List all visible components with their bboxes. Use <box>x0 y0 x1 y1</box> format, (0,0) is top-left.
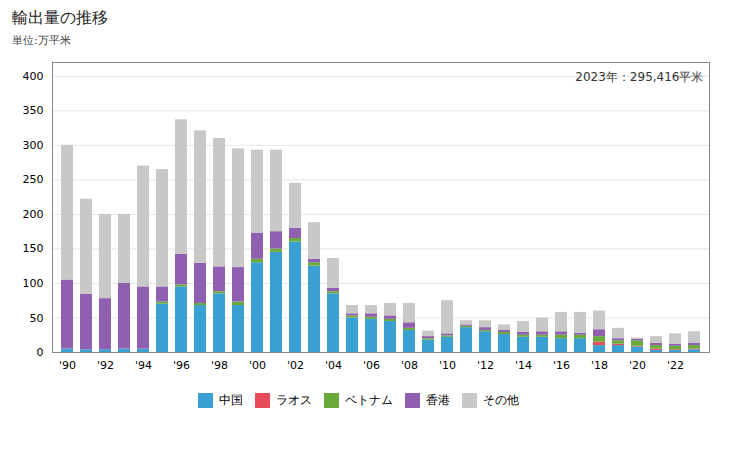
svg-text:'14: '14 <box>515 359 532 372</box>
svg-text:300: 300 <box>23 139 44 152</box>
html-text:ベトナム: ベトナム <box>345 393 393 407</box>
html-text:単位:万平米: 単位:万平米 <box>12 34 71 47</box>
svg-text:'98: '98 <box>211 359 228 372</box>
svg-text:'20: '20 <box>629 359 646 372</box>
svg-text:150: 150 <box>23 242 44 255</box>
svg-text:2023年：295,416平米: 2023年：295,416平米 <box>575 70 703 84</box>
svg-text:'18: '18 <box>591 359 608 372</box>
svg-text:'08: '08 <box>401 359 418 372</box>
svg-text:'22: '22 <box>667 359 684 372</box>
html-text:その他: その他 <box>483 393 519 407</box>
html-text:香港: 香港 <box>426 393 450 407</box>
svg-text:250: 250 <box>23 173 44 186</box>
svg-text:400: 400 <box>23 70 44 83</box>
svg-text:'90: '90 <box>59 359 76 372</box>
svg-text:100: 100 <box>23 277 44 290</box>
svg-text:'96: '96 <box>173 359 190 372</box>
svg-text:350: 350 <box>23 104 44 117</box>
svg-text:'02: '02 <box>287 359 304 372</box>
svg-text:'92: '92 <box>97 359 114 372</box>
svg-text:50: 50 <box>30 311 44 324</box>
svg-text:0: 0 <box>37 346 44 359</box>
svg-text:'06: '06 <box>363 359 380 372</box>
html-text:ラオス: ラオス <box>276 393 312 407</box>
svg-text:'04: '04 <box>325 359 342 372</box>
svg-text:'94: '94 <box>135 359 152 372</box>
html-text:輸出量の推移: 輸出量の推移 <box>12 8 108 27</box>
svg-text:'12: '12 <box>477 359 494 372</box>
svg-text:'10: '10 <box>439 359 456 372</box>
svg-text:'16: '16 <box>553 359 570 372</box>
html-text:中国: 中国 <box>219 393 243 407</box>
svg-text:'00: '00 <box>249 359 266 372</box>
svg-text:200: 200 <box>23 208 44 221</box>
